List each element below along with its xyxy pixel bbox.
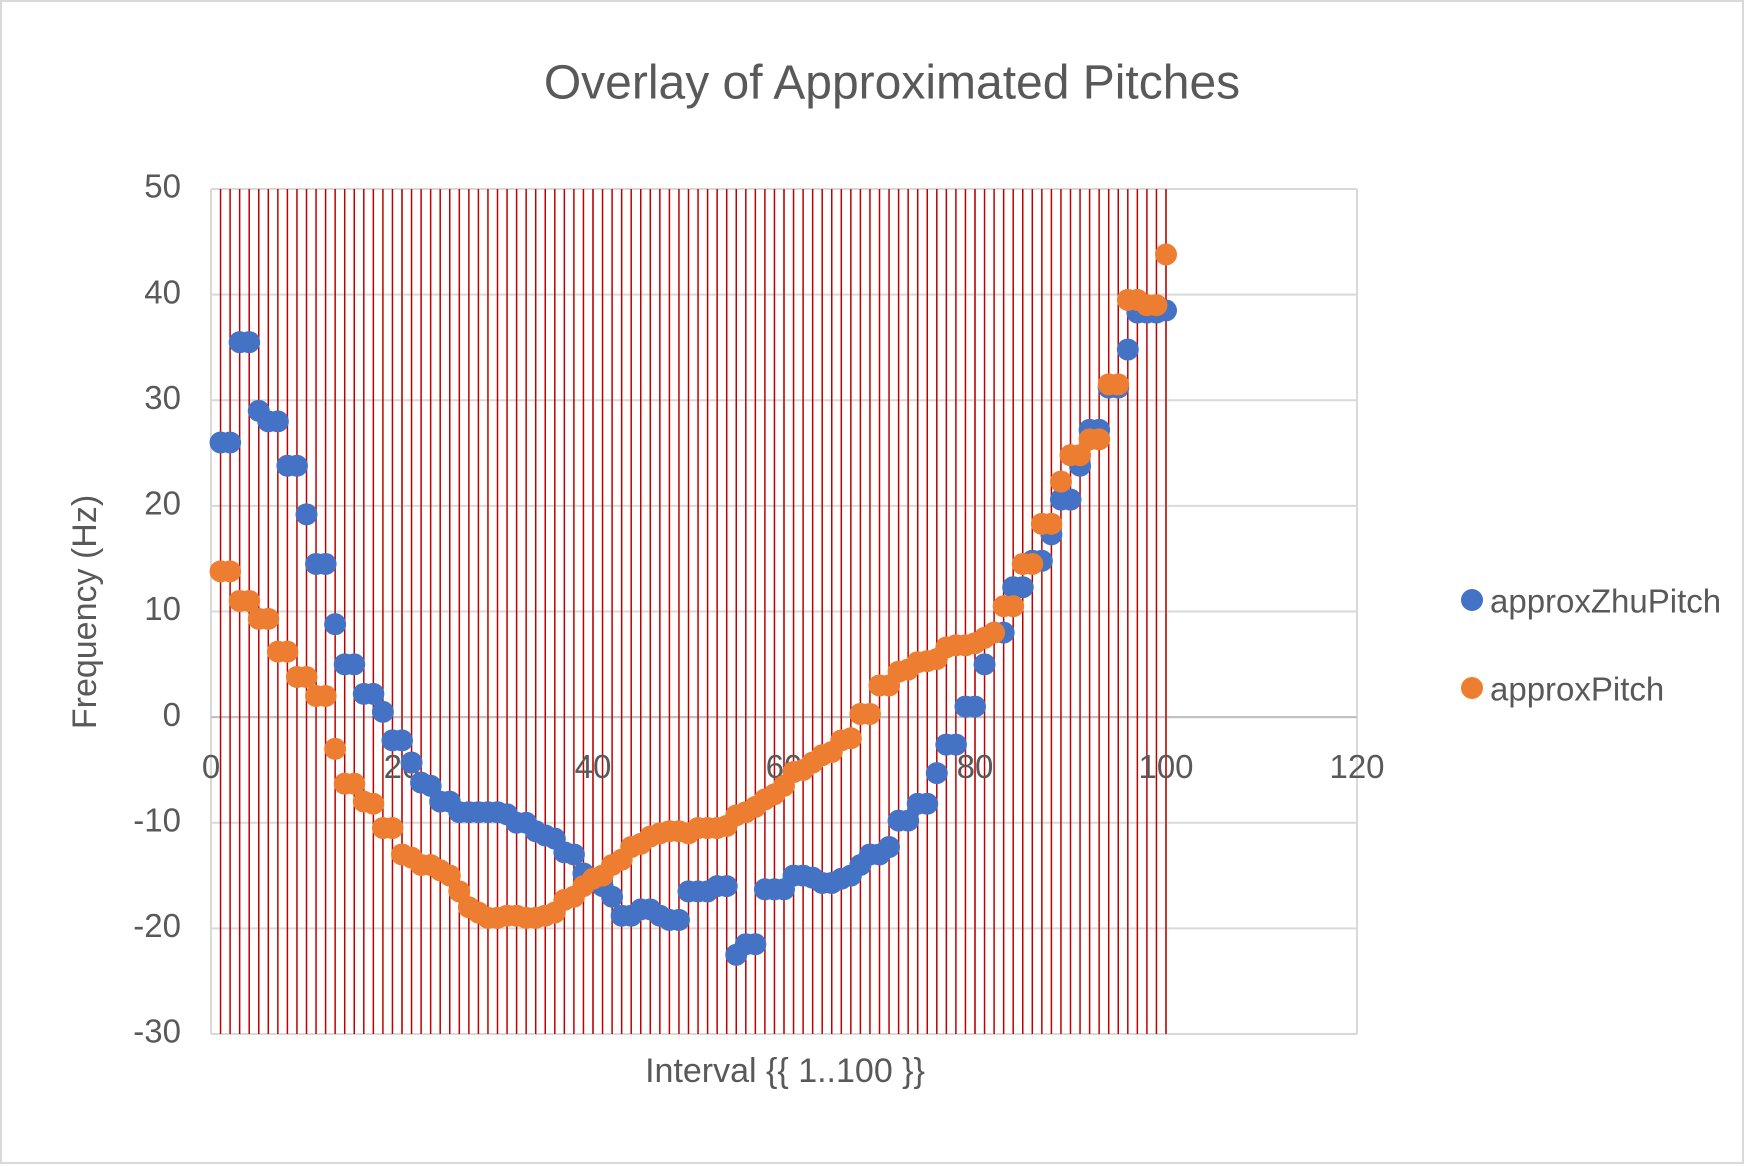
data-point (371, 700, 394, 723)
data-point (438, 864, 461, 887)
data-point (219, 560, 242, 583)
data-point (839, 727, 862, 750)
data-point (1040, 512, 1063, 535)
data-point (419, 774, 442, 797)
data-point (362, 682, 385, 705)
data-point (219, 431, 242, 454)
legend-marker (1461, 677, 1483, 699)
data-point (391, 729, 413, 752)
data-point (343, 653, 366, 676)
y-tick-label: -30 (133, 1013, 181, 1050)
y-tick-label: 50 (144, 168, 181, 205)
data-point (983, 621, 1006, 644)
legend-marker (1461, 589, 1483, 611)
data-point (343, 772, 366, 795)
data-point (601, 885, 624, 908)
y-tick-label: 40 (144, 273, 181, 310)
data-point (238, 589, 261, 612)
data-point (1011, 576, 1034, 599)
data-point (1021, 552, 1044, 575)
data-point (324, 737, 347, 760)
x-tick-label: 120 (1329, 748, 1384, 785)
y-tick-label: -20 (133, 907, 181, 944)
x-tick-label: 0 (202, 748, 220, 785)
legend-label: approxZhuPitch (1490, 583, 1721, 620)
data-point (266, 410, 289, 433)
data-point (1049, 470, 1072, 493)
y-axis-title: Frequency (Hz) (66, 495, 104, 729)
data-point (1069, 444, 1092, 467)
data-point (925, 762, 948, 785)
x-tick-label: 100 (1138, 748, 1193, 785)
legend-label: approxPitch (1490, 671, 1664, 708)
data-point (744, 933, 767, 956)
x-axis-title: Interval {{ 1..100 }} (645, 1052, 925, 1090)
y-tick-label: 20 (144, 485, 181, 522)
y-tick-label: -10 (133, 801, 181, 838)
chart-title: Overlay of Approximated Pitches (544, 57, 1240, 110)
data-point (381, 817, 404, 840)
data-point (897, 809, 920, 832)
y-tick-label: 30 (144, 379, 181, 416)
data-point (1107, 373, 1130, 396)
x-tick-label: 80 (957, 748, 994, 785)
data-point (362, 792, 385, 815)
data-point (667, 908, 690, 931)
data-point (1145, 294, 1168, 317)
data-point (973, 653, 996, 676)
x-tick-label: 40 (575, 748, 612, 785)
data-point (1155, 243, 1177, 266)
data-point (448, 880, 471, 903)
data-point (400, 751, 423, 774)
data-point (944, 733, 967, 756)
data-point (964, 695, 986, 718)
data-point (276, 640, 299, 663)
data-point (314, 552, 337, 575)
data-point (324, 613, 347, 636)
data-point (1059, 488, 1082, 511)
data-point (858, 702, 881, 725)
data-point (878, 836, 901, 859)
data-point (257, 607, 280, 630)
data-point (295, 503, 318, 526)
data-point (715, 875, 738, 898)
data-point (562, 843, 585, 866)
data-point (1088, 428, 1111, 451)
data-point (285, 454, 308, 477)
data-point (916, 792, 939, 815)
y-tick-label: 0 (163, 696, 181, 733)
data-point (1002, 595, 1025, 618)
data-point (295, 665, 318, 688)
y-tick-label: 10 (144, 590, 181, 627)
data-point (238, 331, 261, 354)
data-point (314, 685, 337, 707)
data-point (1116, 338, 1139, 361)
